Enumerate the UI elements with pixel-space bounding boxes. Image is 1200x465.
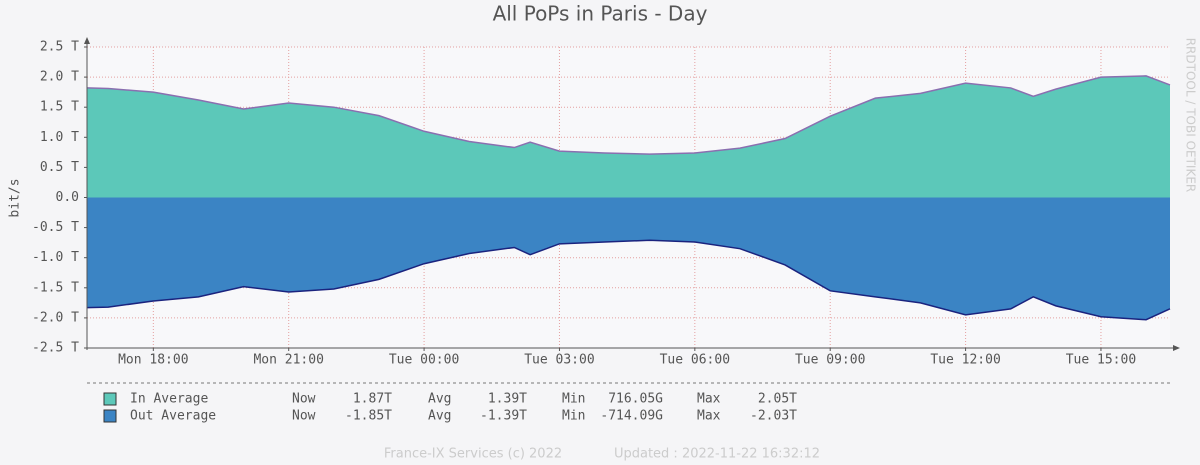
x-axis-arrow	[1173, 345, 1180, 351]
stat-value: -1.39T	[480, 409, 527, 424]
legend-swatch	[103, 392, 117, 406]
x-tick-label: Tue 15:00	[1066, 353, 1136, 368]
y-axis-arrow	[84, 37, 90, 44]
y-tick-label: 1.5 T	[40, 100, 79, 115]
x-tick-label: Mon 21:00	[253, 353, 323, 368]
stat-label: Max	[697, 409, 721, 424]
x-tick-label: Tue 09:00	[795, 353, 865, 368]
y-tick-label: 1.0 T	[40, 130, 79, 145]
y-axis-label: bit/s	[8, 178, 23, 217]
stat-value: 1.39T	[488, 392, 527, 407]
stat-label: Now	[292, 392, 316, 407]
stat-label: Now	[292, 409, 316, 424]
stat-label: Max	[697, 392, 721, 407]
marks	[86, 75, 1171, 321]
stat-value: -714.09G	[600, 409, 663, 424]
stat-value: 1.87T	[353, 392, 392, 407]
stat-value: 2.05T	[758, 392, 797, 407]
chart-title: All PoPs in Paris - Day	[493, 2, 708, 26]
x-tick-label: Tue 00:00	[389, 353, 459, 368]
stat-label: Min	[562, 409, 585, 424]
y-tick-label: 2.5 T	[40, 40, 79, 55]
stat-value: -1.85T	[345, 409, 392, 424]
y-tick-label: 0.0	[56, 190, 79, 205]
x-tick-label: Tue 03:00	[524, 353, 594, 368]
area-outline	[86, 75, 1171, 155]
x-tick-label: Mon 18:00	[118, 353, 188, 368]
legend-label: In Average	[130, 392, 208, 407]
stat-label: Avg	[428, 409, 451, 424]
stat-label: Min	[562, 392, 585, 407]
legend-swatch	[103, 409, 117, 423]
axes: 2.5 T 2.0 T 1.5 T 1.0 T 0.5 T 0.0 -0.5 T -1.0 T…	[32, 37, 1180, 368]
stat-label: Avg	[428, 392, 451, 407]
area	[87, 197, 1170, 320]
watermark: RRDTOOL / TOBI OETIKER	[1184, 38, 1198, 193]
y-tick-label: -0.5 T	[32, 220, 79, 235]
updated: Updated : 2022-11-22 16:32:12	[614, 447, 820, 462]
y-tick-label: -2.0 T	[32, 310, 79, 325]
y-tick-label: 0.5 T	[40, 160, 79, 175]
y-tick-label: 2.0 T	[40, 70, 79, 85]
y-tick-label: -2.5 T	[32, 341, 79, 356]
y-tick-label: -1.0 T	[32, 250, 79, 265]
area	[87, 75, 1170, 198]
stat-value: -2.03T	[750, 409, 797, 424]
stat-value: 716.05G	[608, 392, 663, 407]
y-tick-label: -1.5 T	[32, 280, 79, 295]
footer: France-IX Services (c) 2022	[384, 447, 562, 462]
area-outline	[86, 239, 1171, 321]
legend-label: Out Average	[130, 409, 216, 424]
x-tick-label: Tue 12:00	[930, 353, 1000, 368]
x-tick-label: Tue 06:00	[660, 353, 730, 368]
